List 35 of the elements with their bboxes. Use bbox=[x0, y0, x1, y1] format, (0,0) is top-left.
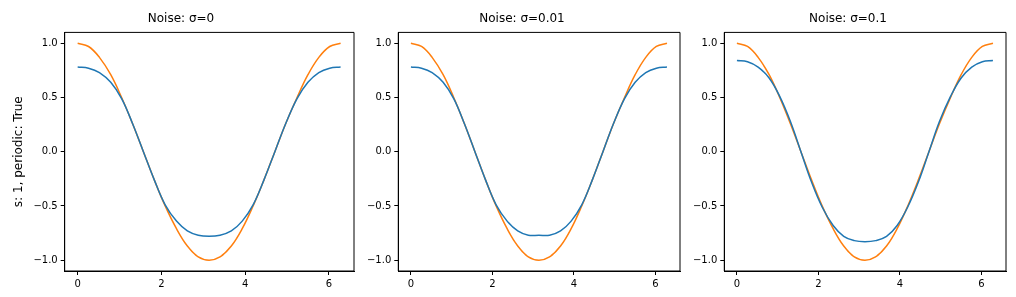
x-tick-label: 6 bbox=[325, 277, 333, 289]
y-tick-label: −0.5 bbox=[692, 199, 718, 211]
chart-title: Noise: σ=0 bbox=[147, 11, 215, 26]
x-tick-label: 6 bbox=[978, 277, 985, 289]
y-tick-label: 0.5 bbox=[701, 91, 718, 103]
x-tick-label: 6 bbox=[652, 277, 659, 289]
y-tick-label: 0.0 bbox=[701, 145, 718, 157]
y-tick-label: −0.5 bbox=[366, 199, 392, 211]
x-tick-label: 2 bbox=[815, 277, 822, 289]
x-tick-label: 0 bbox=[733, 277, 741, 289]
y-tick-label: 0.0 bbox=[375, 145, 392, 157]
y-tick-label: −1.0 bbox=[692, 253, 718, 265]
line-series bbox=[736, 59, 994, 243]
x-tick-label: 2 bbox=[489, 277, 496, 289]
y-tick-label: 1.0 bbox=[41, 36, 58, 48]
x-tick-label: 2 bbox=[158, 277, 165, 289]
line-series bbox=[76, 66, 342, 238]
y-tick-label: 1.0 bbox=[375, 36, 392, 48]
x-tick-label: 0 bbox=[74, 277, 81, 289]
y-axis-title: s: 1, periodic: True bbox=[11, 96, 26, 208]
y-tick-label: 0.5 bbox=[41, 91, 58, 103]
line-series bbox=[410, 66, 668, 237]
line-series bbox=[736, 42, 994, 261]
x-tick-label: 4 bbox=[241, 277, 249, 289]
y-tick-label: 0.0 bbox=[41, 145, 58, 157]
chart-title: Noise: σ=0.1 bbox=[809, 11, 887, 26]
y-tick-label: −1.0 bbox=[33, 253, 58, 265]
y-tick-label: 1.0 bbox=[701, 36, 718, 48]
y-tick-label: −0.5 bbox=[33, 199, 58, 211]
y-tick-label: −1.0 bbox=[366, 253, 392, 265]
x-tick-label: 0 bbox=[407, 277, 415, 289]
y-tick-label: 0.5 bbox=[375, 91, 392, 103]
x-tick-label: 4 bbox=[896, 277, 904, 289]
x-tick-label: 4 bbox=[570, 277, 578, 289]
chart-title: Noise: σ=0.01 bbox=[479, 11, 565, 26]
